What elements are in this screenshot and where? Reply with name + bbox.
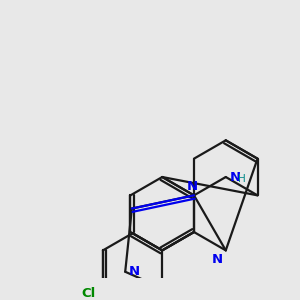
Text: N: N [187,180,198,193]
Text: Cl: Cl [81,287,95,300]
Text: N: N [128,265,140,278]
Text: N: N [230,170,241,184]
Text: H: H [238,175,246,184]
Text: N: N [212,253,223,266]
